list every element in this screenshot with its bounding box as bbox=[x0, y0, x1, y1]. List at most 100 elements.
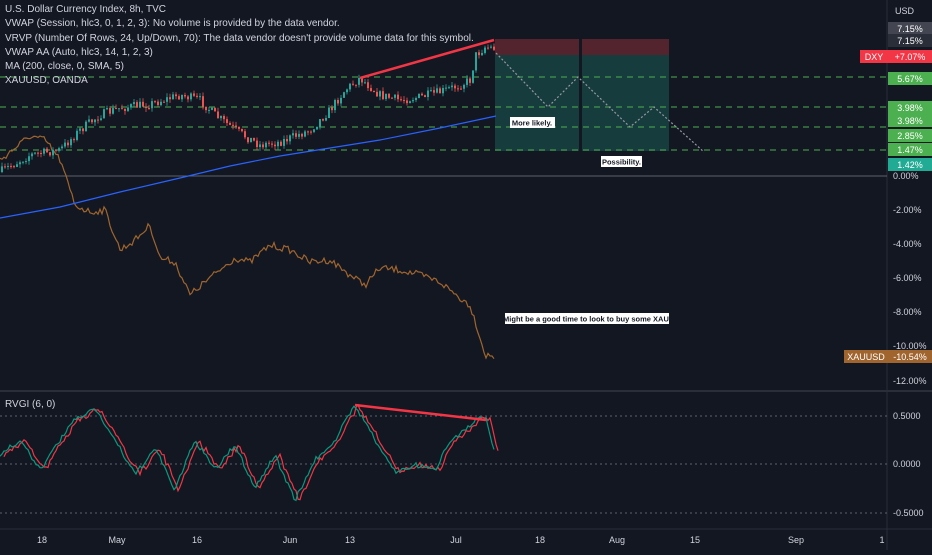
trendline-rvgi[interactable] bbox=[354, 403, 487, 422]
candle-body bbox=[313, 129, 315, 132]
candle-body bbox=[196, 95, 198, 97]
candle-body bbox=[280, 141, 282, 146]
candle-body bbox=[373, 91, 375, 93]
annotation-more-likely[interactable]: More likely. bbox=[510, 117, 555, 128]
candle-body bbox=[208, 109, 210, 111]
candle-body bbox=[241, 128, 243, 132]
chart-title[interactable]: U.S. Dollar Currency Index, 8h, TVC bbox=[5, 4, 166, 15]
candle-body bbox=[115, 108, 117, 110]
candle-body bbox=[13, 166, 15, 168]
price-axis-tick: -10.00% bbox=[893, 341, 927, 351]
candle-body bbox=[352, 83, 354, 85]
rvgi-legend[interactable]: RVGI (6, 0) bbox=[5, 399, 56, 410]
candle-body bbox=[85, 121, 87, 132]
projection-paths[interactable] bbox=[495, 52, 705, 153]
candle-body bbox=[49, 152, 51, 156]
candle-body bbox=[433, 90, 435, 93]
candle-body bbox=[367, 82, 369, 89]
candle-body bbox=[172, 94, 174, 100]
candle-body bbox=[70, 139, 72, 146]
time-axis-label: 16 bbox=[192, 535, 202, 545]
legend-xauusd[interactable]: XAUUSD, OANDA bbox=[5, 75, 88, 87]
candle-body bbox=[124, 108, 126, 111]
candle-body bbox=[28, 156, 30, 162]
price-tag-text: 3.98% bbox=[897, 116, 923, 126]
annotation-possibility[interactable]: Possibility. bbox=[601, 156, 642, 167]
ma-200-line[interactable] bbox=[0, 115, 497, 219]
candle-body bbox=[178, 96, 180, 100]
candle-body bbox=[316, 126, 318, 130]
candle-body bbox=[232, 124, 234, 126]
projection-path-main[interactable] bbox=[495, 52, 705, 153]
xauusd-line[interactable] bbox=[0, 135, 495, 360]
candle-body bbox=[349, 83, 351, 90]
time-axis-label: Sep bbox=[788, 535, 804, 545]
candle-body bbox=[64, 142, 66, 147]
price-tag-text: 1.47% bbox=[897, 145, 923, 155]
time-axis-label: May bbox=[108, 535, 126, 545]
annotation-xau[interactable]: Might be a good time to look to buy some… bbox=[503, 313, 671, 324]
rvgi-axis[interactable]: 0.5000 0.0000 -0.5000 bbox=[893, 411, 924, 518]
trendline-price[interactable] bbox=[359, 38, 495, 80]
xau-tag[interactable]: XAUUSD -10.54% bbox=[844, 350, 932, 363]
dxy-tag-value: +7.07% bbox=[895, 52, 926, 62]
candle-body bbox=[310, 131, 312, 133]
candle-body bbox=[400, 99, 402, 101]
projection-zone-1[interactable] bbox=[495, 39, 579, 151]
candle-body bbox=[355, 84, 357, 86]
candle-body bbox=[475, 52, 477, 71]
candle-body bbox=[364, 82, 366, 84]
candle-body bbox=[61, 146, 63, 149]
candle-body bbox=[397, 94, 399, 100]
candle-body bbox=[58, 148, 60, 151]
candle-body bbox=[235, 125, 237, 127]
dxy-tag[interactable]: DXY +7.07% bbox=[860, 50, 932, 63]
candle-body bbox=[181, 95, 183, 100]
candle-body bbox=[187, 96, 189, 100]
xauusd-path[interactable] bbox=[0, 135, 495, 360]
candle-body bbox=[376, 91, 378, 97]
legend-vwap[interactable]: VWAP (Session, hlc3, 0, 1, 2, 3): No vol… bbox=[5, 18, 340, 30]
candle-body bbox=[406, 100, 408, 104]
candle-body bbox=[67, 142, 69, 146]
time-axis-label: Aug bbox=[609, 535, 625, 545]
dxy-tag-name: DXY bbox=[865, 52, 884, 62]
time-axis[interactable]: 18 May 16 Jun 13 Jul 18 Aug 15 Sep 1 bbox=[37, 535, 885, 545]
rvgi-signal-line[interactable] bbox=[3, 403, 499, 501]
candle-body bbox=[382, 91, 384, 100]
projection-zone-2[interactable] bbox=[582, 39, 669, 151]
candle-body bbox=[301, 133, 303, 137]
candle-body bbox=[97, 119, 99, 121]
legend-vwap-aa[interactable]: VWAP AA (Auto, hlc3, 14, 1, 2, 3) bbox=[5, 46, 153, 58]
candle-body bbox=[76, 130, 78, 140]
dxy-candles[interactable] bbox=[1, 43, 495, 174]
candle-body bbox=[112, 108, 114, 114]
price-axis[interactable]: 0.00% -2.00% -4.00% -6.00% -8.00% -10.00% -12.… bbox=[893, 171, 927, 386]
time-axis-label: 13 bbox=[345, 535, 355, 545]
axis-currency-label[interactable]: USD bbox=[895, 6, 915, 16]
legend-ma[interactable]: MA (200, close, 0, SMA, 5) bbox=[5, 61, 124, 73]
candle-body bbox=[43, 148, 45, 154]
candle-body bbox=[121, 108, 123, 110]
candle-body bbox=[169, 97, 171, 100]
candle-body bbox=[418, 93, 420, 99]
candle-body bbox=[436, 88, 438, 93]
price-tag-text: 1.42% bbox=[897, 160, 923, 170]
candle-body bbox=[445, 87, 447, 89]
rvgi-main-line[interactable] bbox=[0, 405, 495, 502]
candle-body bbox=[211, 107, 213, 110]
price-axis-tick: 0.00% bbox=[893, 171, 919, 181]
rvgi-axis-tick: 0.0000 bbox=[893, 459, 921, 469]
candle-body bbox=[358, 77, 360, 85]
candle-body bbox=[55, 149, 57, 151]
candle-body bbox=[298, 133, 300, 137]
candle-body bbox=[7, 165, 9, 167]
candle-body bbox=[460, 88, 462, 90]
candle-body bbox=[4, 166, 6, 168]
legend-vrvp[interactable]: VRVP (Number Of Rows, 24, Up/Down, 70): … bbox=[5, 32, 474, 44]
candle-body bbox=[322, 119, 324, 121]
candle-body bbox=[340, 97, 342, 104]
candle-body bbox=[379, 91, 381, 97]
candle-body bbox=[79, 128, 81, 131]
